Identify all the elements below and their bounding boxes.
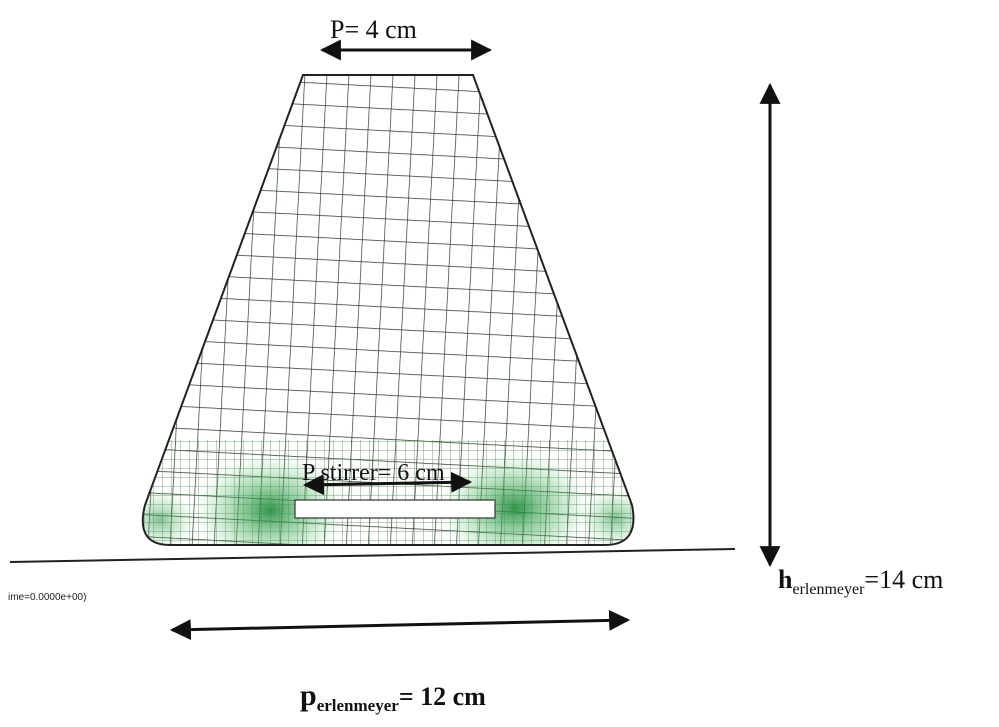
time-stamp: ime=0.0000e+00) (8, 592, 86, 603)
bottom-value: = 12 cm (399, 682, 486, 711)
ground-line (10, 549, 735, 562)
stirrer-label: P stirrer= 6 cm (302, 460, 445, 486)
bottom-width-label: perlenmeyer= 12 cm (300, 679, 486, 715)
top-width-label: P= 4 cm (330, 15, 417, 44)
bottom-subscript: erlenmeyer (317, 696, 400, 715)
height-symbol: h (778, 565, 793, 594)
height-value: =14 cm (864, 565, 943, 594)
height-label: herlenmeyer=14 cm (778, 565, 943, 598)
diagram: P= 4 cm P stirrer= 6 cm herlenmeyer=14 c… (0, 0, 999, 727)
height-subscript: erlenmeyer (792, 581, 865, 598)
bottom-symbol: p (300, 679, 317, 712)
mesh (125, 70, 650, 565)
page: P= 4 cm P stirrer= 6 cm herlenmeyer=14 c… (0, 0, 999, 727)
bottom-arrow (172, 620, 628, 630)
